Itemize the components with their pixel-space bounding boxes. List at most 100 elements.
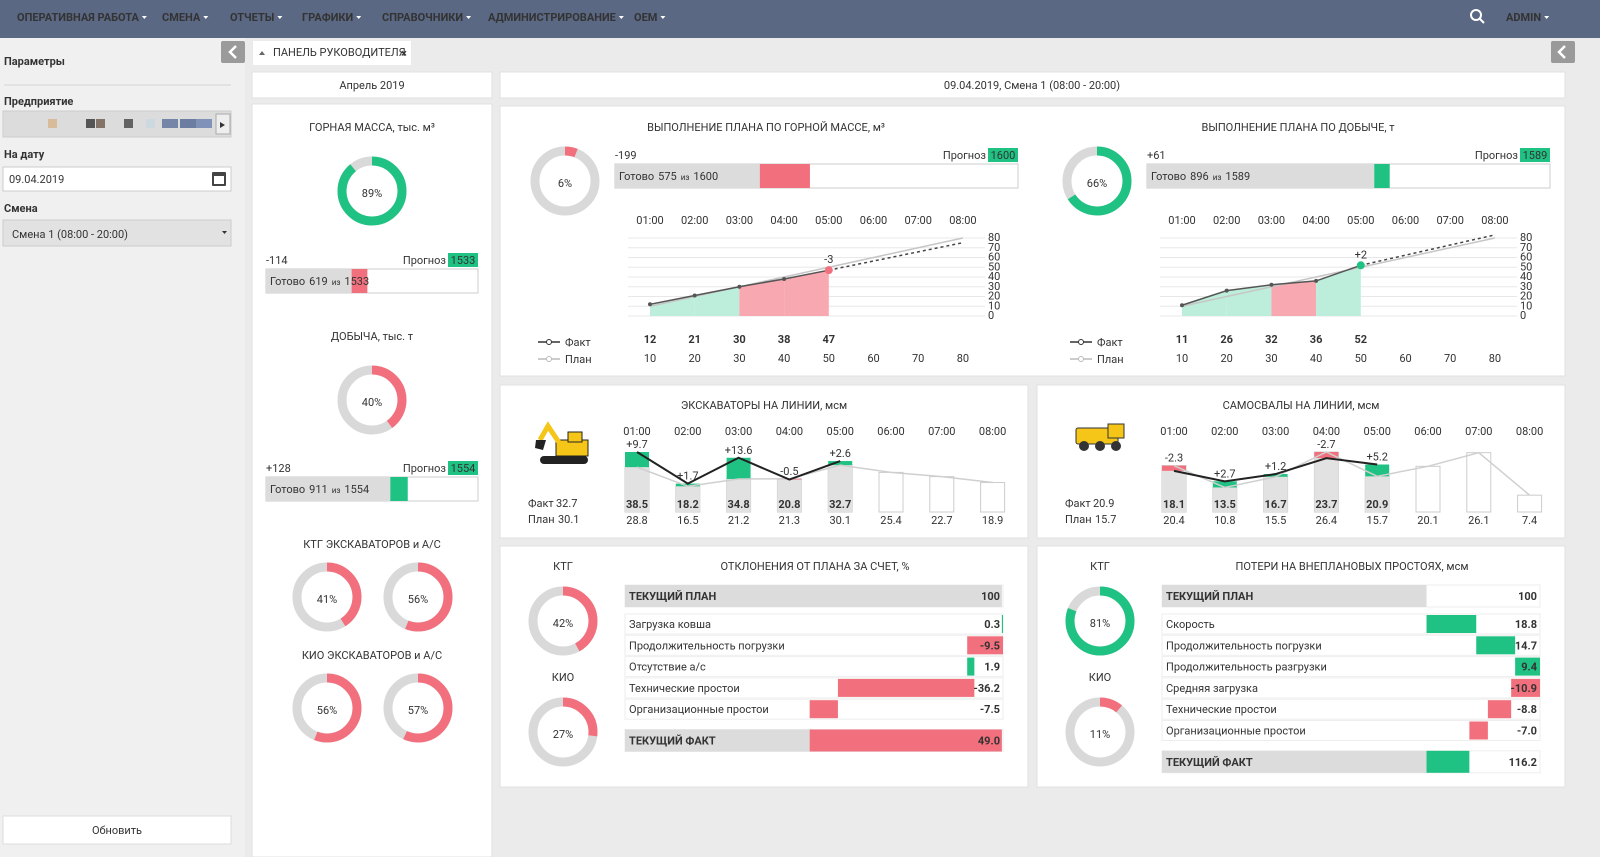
factor-bar xyxy=(1487,700,1512,719)
nav-caret xyxy=(660,16,666,19)
excavator-track xyxy=(540,456,588,464)
row-label: Скорость xyxy=(1166,618,1215,631)
nav-item[interactable]: ГРАФИКИ xyxy=(302,11,353,24)
field-label: Предприятие xyxy=(4,95,73,108)
nav-item[interactable]: OEM xyxy=(634,11,657,24)
nav-item[interactable]: ОТЧЕТЫ xyxy=(230,11,274,24)
blurred-block xyxy=(86,119,95,128)
factor-bar xyxy=(1469,721,1488,740)
plan-value: 16.5 xyxy=(677,514,698,527)
plan-value: 21.2 xyxy=(728,514,749,527)
donut-label: 11% xyxy=(1090,728,1110,741)
hour-label: 01:00 xyxy=(636,214,663,227)
donut-label: 42% xyxy=(553,617,573,630)
panel-collapse[interactable] xyxy=(1551,41,1575,63)
legend-fact-dot xyxy=(546,339,552,345)
row-value: 0.3 xyxy=(984,618,1000,631)
plan-value: 30 xyxy=(1265,352,1277,365)
nav-caret xyxy=(141,16,147,19)
hour-label: 06:00 xyxy=(1392,214,1419,227)
annotation: +2 xyxy=(1355,248,1367,261)
hour-label: 06:00 xyxy=(860,214,887,227)
fact-label: Факт xyxy=(1065,497,1091,510)
forecast-label: Прогноз xyxy=(1475,149,1519,162)
factor-bar xyxy=(1515,657,1540,676)
fact-column xyxy=(726,478,751,512)
summary-title: ГОРНАЯ МАССА, тыс. м³ xyxy=(309,121,435,134)
tab[interactable] xyxy=(253,41,411,65)
plan-value: 20 xyxy=(1221,352,1233,365)
plan-line xyxy=(649,237,964,307)
date-value: 09.04.2019 xyxy=(9,173,64,186)
fact-point xyxy=(737,284,742,289)
nav-item[interactable]: ОПЕРАТИВНАЯ РАБОТА xyxy=(17,11,139,24)
deviation-label: +13.6 xyxy=(725,444,753,457)
nav-item[interactable]: АДМИНИСТРИРОВАНИЕ xyxy=(488,11,616,24)
donut-label: 56% xyxy=(317,704,337,717)
progress-ready xyxy=(266,477,391,501)
row-label: Организационные простои xyxy=(629,703,769,716)
sidebar-collapse[interactable] xyxy=(221,41,245,63)
fact-value: 38.5 xyxy=(626,498,648,511)
hour-label: 07:00 xyxy=(1436,214,1463,227)
tab-label[interactable]: ПАНЕЛЬ РУКОВОДИТЕЛЯ xyxy=(273,46,406,59)
deviation-label: +9.7 xyxy=(626,438,648,451)
blurred-block xyxy=(196,119,212,128)
plan-value: 40 xyxy=(1310,352,1322,365)
plan-value: 60 xyxy=(867,352,879,365)
truck-cab xyxy=(1107,423,1125,439)
deviation: +128 xyxy=(266,462,291,475)
refresh-button-label[interactable]: Обновить xyxy=(92,824,142,837)
nav-user[interactable]: ADMIN xyxy=(1506,11,1541,24)
deviation: +61 xyxy=(1147,149,1166,162)
row-value: -10.9 xyxy=(1511,682,1537,695)
select-caret xyxy=(222,231,227,234)
ready-text-part: Готово xyxy=(270,483,305,496)
plan-value: 22.7 xyxy=(931,514,952,527)
hour-label: 02:00 xyxy=(1211,425,1238,438)
donut-arc xyxy=(530,146,600,216)
fact-value: 11 xyxy=(1176,333,1189,346)
fact-column xyxy=(1212,487,1237,512)
shift-select[interactable] xyxy=(2,219,232,247)
deviation-column xyxy=(1162,465,1186,471)
donut-label: 27% xyxy=(553,728,573,741)
forecast-label: Прогноз xyxy=(403,462,447,475)
fact-value: 32.7 xyxy=(829,498,851,511)
progress-ready xyxy=(615,164,760,188)
fact-value: 34.8 xyxy=(728,498,750,511)
nav-item[interactable]: СМЕНА xyxy=(162,11,201,24)
ready-text-part: 911 xyxy=(309,483,328,496)
y-tick-label: 0 xyxy=(988,309,994,322)
ready-text-part: 1589 xyxy=(1225,170,1250,183)
deviation-column xyxy=(1314,452,1339,459)
refresh-button[interactable] xyxy=(2,815,232,845)
plan-value: 25.4 xyxy=(880,514,901,527)
donut-arc xyxy=(337,365,407,435)
hour-label: 01:00 xyxy=(1168,214,1195,227)
forecast-badge xyxy=(988,148,1018,162)
donut-label: 56% xyxy=(408,593,428,606)
summary-title: КИО ЭКСКАВАТОРОВ и А/С xyxy=(302,649,442,662)
panel-title: ЭКСКАВАТОРЫ НА ЛИНИИ, мсм xyxy=(681,399,847,412)
date-input[interactable] xyxy=(2,166,232,192)
fact-value: 21 xyxy=(688,333,701,346)
y-tick-label: 60 xyxy=(1520,251,1532,264)
progress-deviation xyxy=(1374,164,1390,188)
deviation-column xyxy=(726,457,751,479)
deviation-column xyxy=(625,452,649,468)
nav-caret xyxy=(356,16,362,19)
donut-label: 40% xyxy=(362,396,382,409)
hour-label: 02:00 xyxy=(681,214,708,227)
nav-item[interactable]: СПРАВОЧНИКИ xyxy=(382,11,463,24)
plan-column xyxy=(929,476,955,513)
plan-line xyxy=(1181,237,1496,307)
factor-bar xyxy=(837,678,975,697)
plan-label: План xyxy=(1065,513,1092,526)
chevron xyxy=(1557,45,1566,59)
ready-text-part: из xyxy=(681,173,690,182)
legend-plan-dot xyxy=(546,356,552,362)
tab-close[interactable]: × xyxy=(401,47,407,60)
legend-label: Факт xyxy=(565,336,591,349)
